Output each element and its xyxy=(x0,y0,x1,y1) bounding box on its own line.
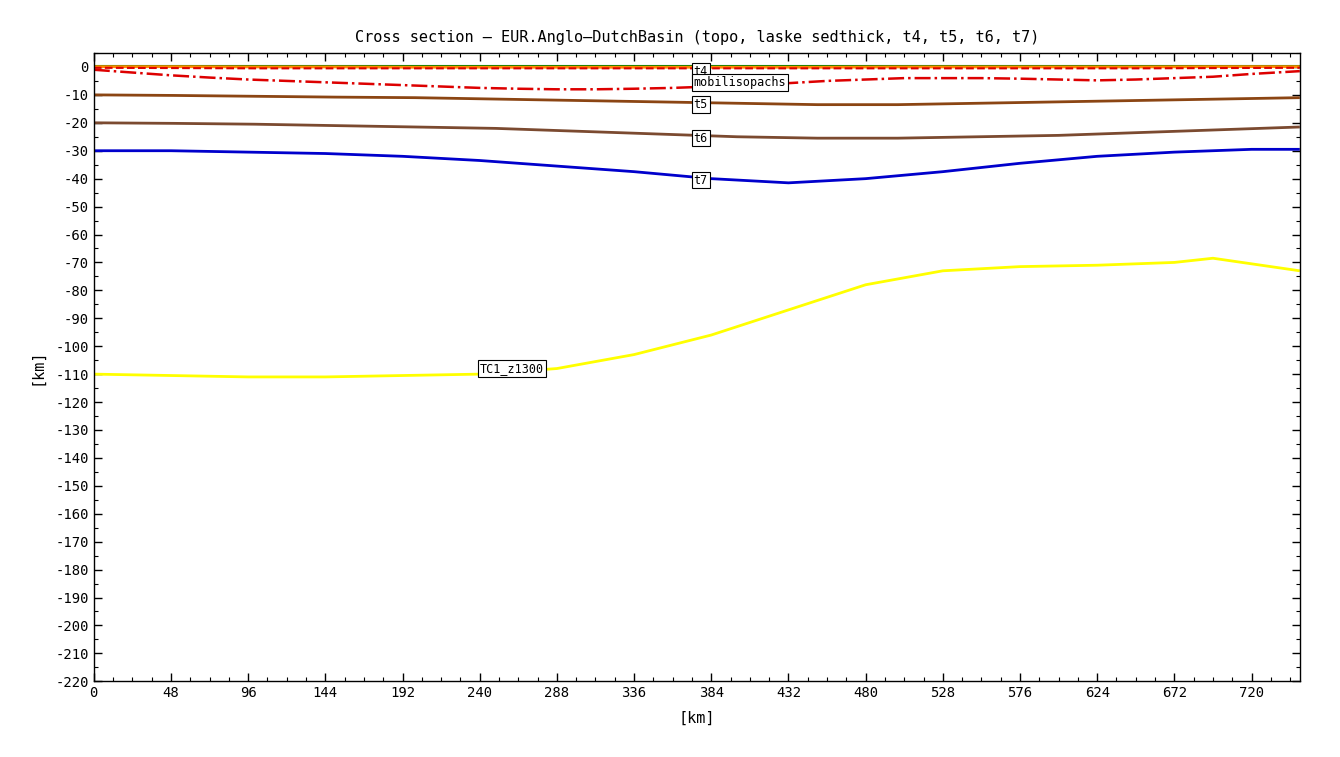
Text: t6: t6 xyxy=(694,132,708,145)
Text: mobilisopachs: mobilisopachs xyxy=(694,76,787,89)
X-axis label: [km]: [km] xyxy=(678,712,716,726)
Title: Cross section – EUR.Anglo–DutchBasin (topo, laske sedthick, t4, t5, t6, t7): Cross section – EUR.Anglo–DutchBasin (to… xyxy=(355,30,1038,45)
Y-axis label: [km]: [km] xyxy=(29,349,44,385)
Text: TC1_z1300: TC1_z1300 xyxy=(480,362,544,375)
Text: t4: t4 xyxy=(694,64,708,78)
Text: t7: t7 xyxy=(694,173,708,186)
Text: t5: t5 xyxy=(694,98,708,111)
